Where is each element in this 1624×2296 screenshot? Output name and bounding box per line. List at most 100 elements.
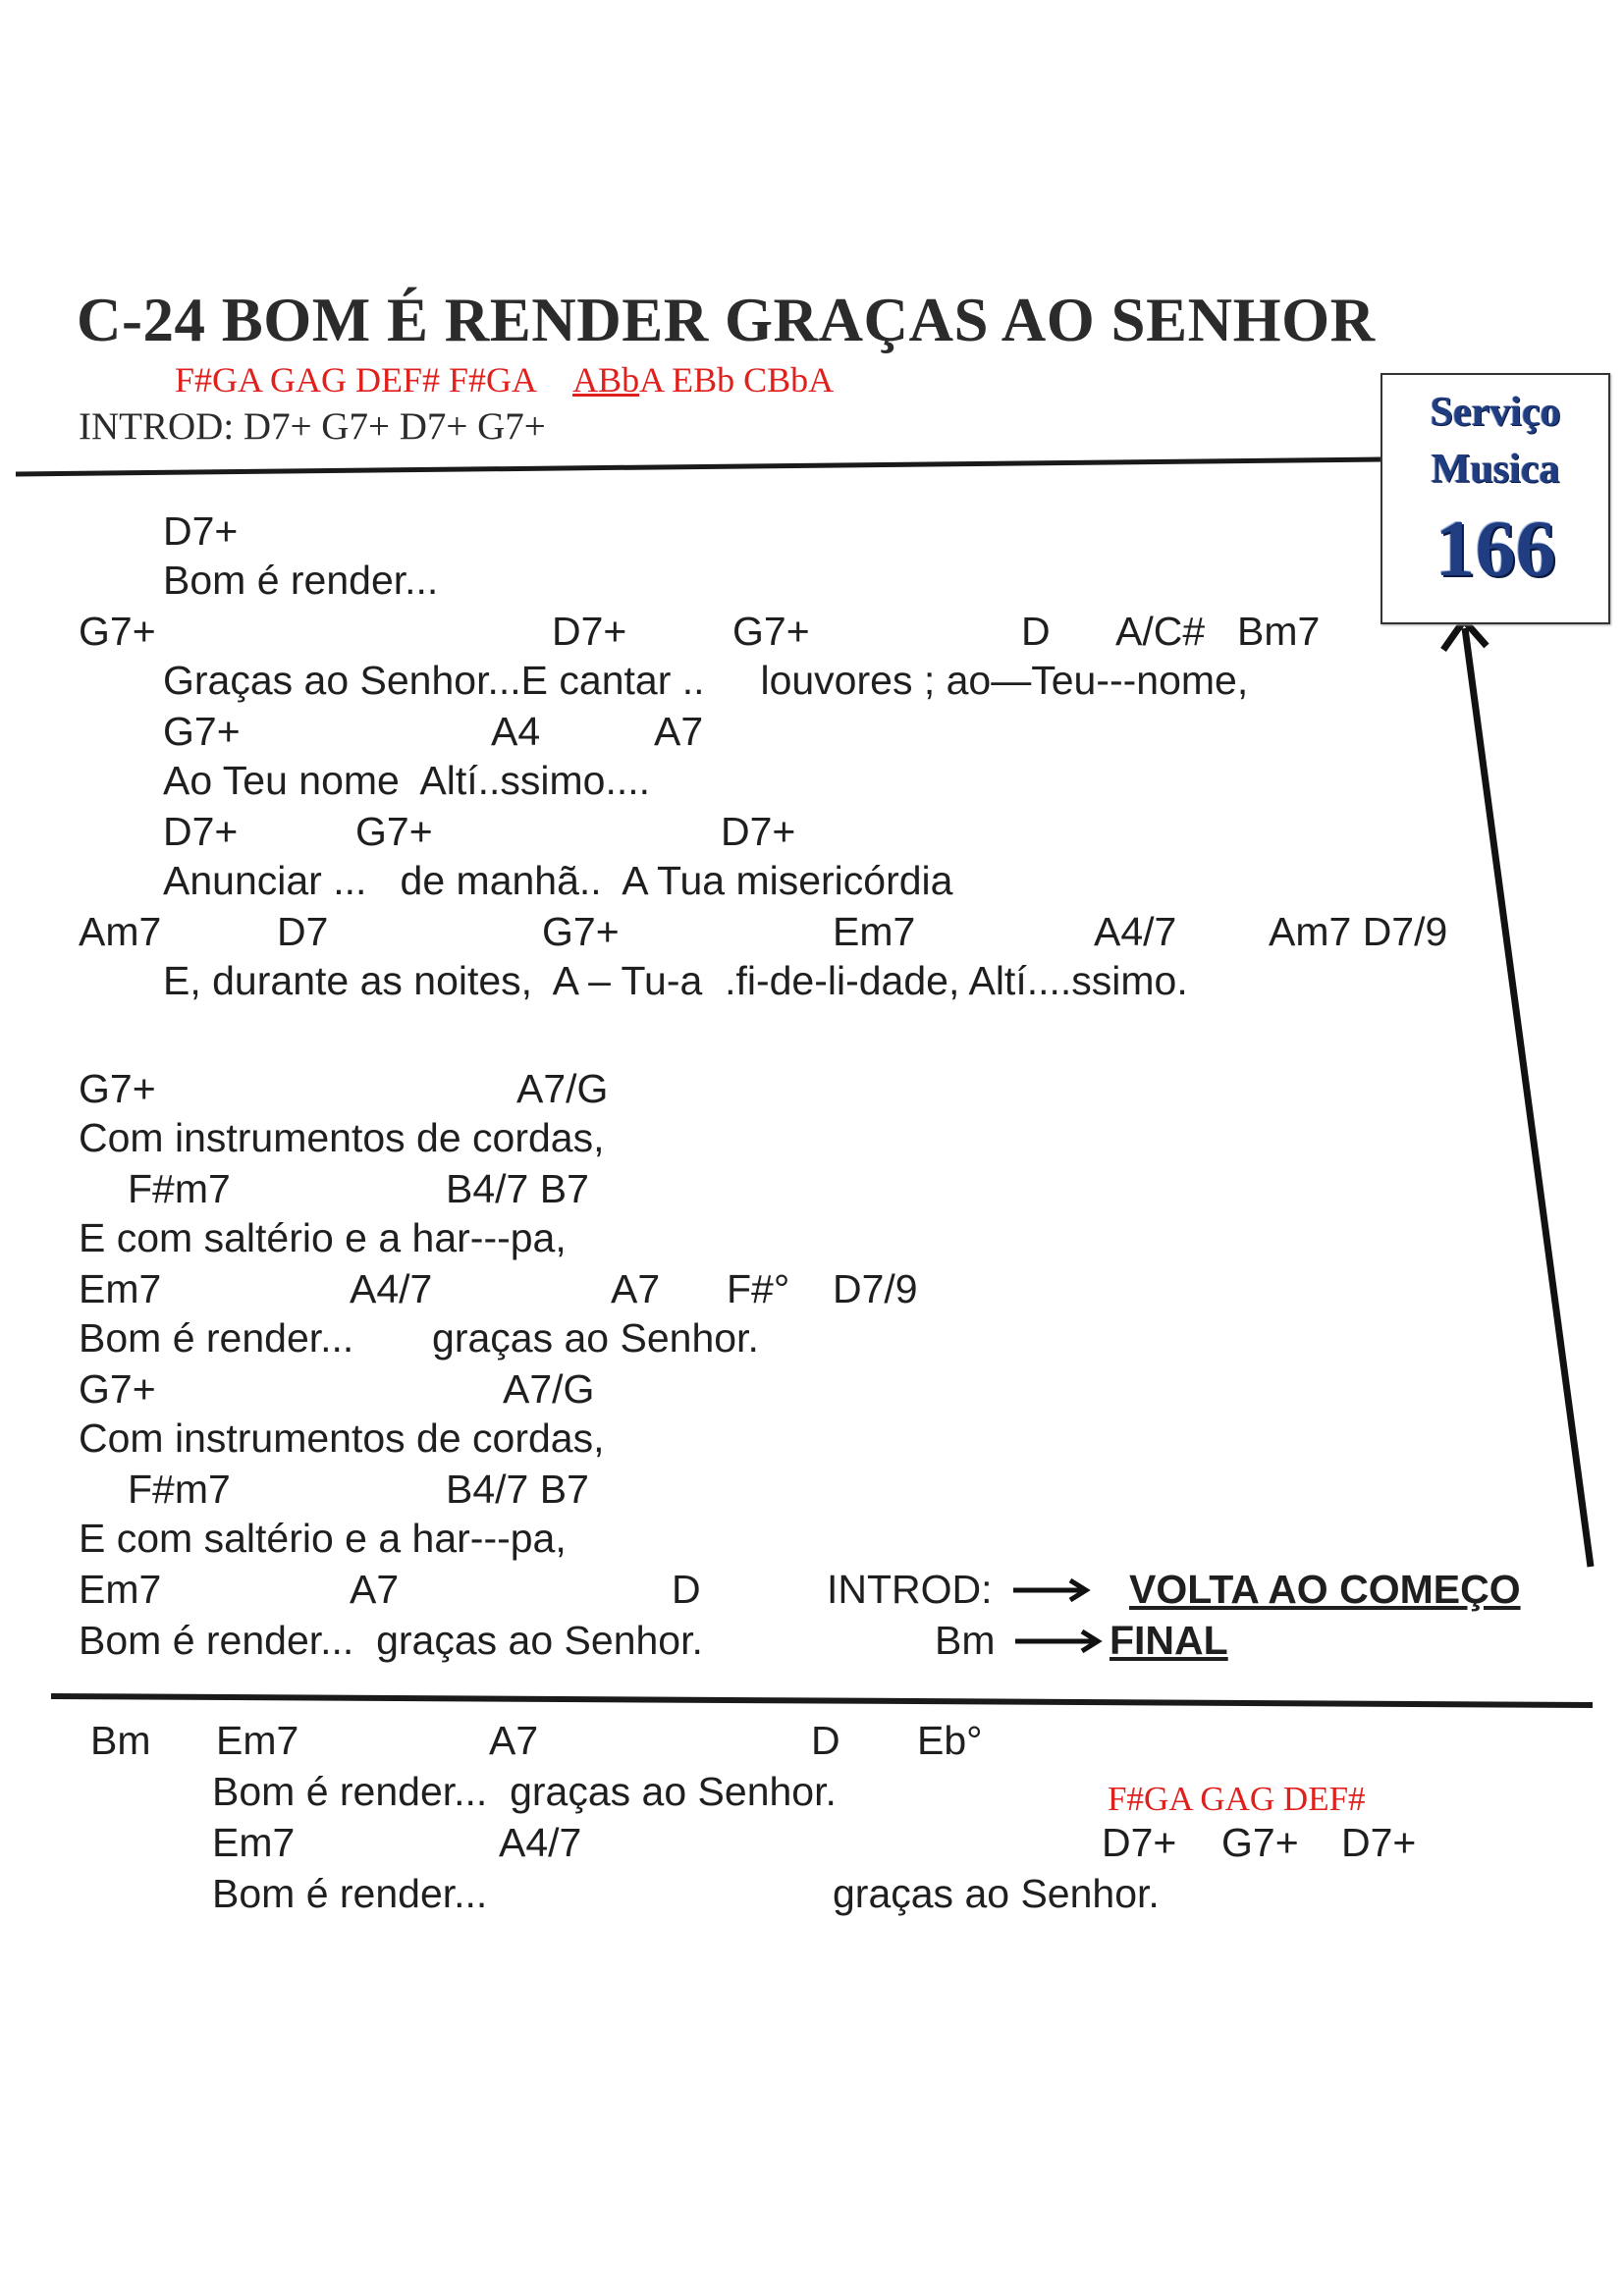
lyric-line: Com instrumentos de cordas, — [0, 1115, 605, 1254]
lyric: Bom é render... — [212, 1871, 488, 1916]
chord-line: D7+ — [0, 508, 1375, 647]
chord: G7+ — [163, 709, 241, 754]
chord: D7+ — [721, 809, 796, 854]
chord-line: D7+ G7+ D7+ — [0, 809, 1375, 1040]
chord-line: F#m7 B4/7 B7 — [0, 1166, 1375, 1351]
chord: Bm — [935, 1618, 996, 1663]
lyric: Ao Teu nome Altí..ssimo.... — [163, 758, 651, 803]
chord: B4/7 B7 — [446, 1166, 589, 1211]
chord: G7+ — [79, 1366, 156, 1412]
chord: D — [672, 1567, 701, 1612]
chord: D7+ — [163, 809, 239, 854]
lyric: Bom é render... graças ao Senhor. — [79, 1618, 703, 1663]
chord: D — [1021, 609, 1051, 654]
chord: Em7 — [833, 909, 916, 954]
chord-line: Em7 A4/7 D7+ G7+ D7+ — [0, 1820, 1571, 2143]
chord: G7+ — [1221, 1820, 1299, 1865]
badge-line1: Serviço — [1430, 390, 1561, 435]
intro-line: INTROD: D7+ G7+ D7+ G7+ — [79, 405, 546, 448]
song-title: C-24 BOM É RENDER GRAÇAS AO SENHOR — [77, 286, 1376, 354]
chord: Em7 — [216, 1718, 299, 1763]
chord: A7 — [654, 709, 704, 754]
chord-line: G7+ A7/G — [0, 1066, 1375, 1251]
chord: F#m7 — [128, 1166, 231, 1211]
lyric: Com instrumentos de cordas, — [79, 1415, 605, 1461]
intro-label: INTROD: — [827, 1567, 993, 1612]
intro-arrow-head — [1068, 1577, 1091, 1603]
chord: D7+ — [552, 609, 627, 654]
notes-underlined: ABb — [572, 360, 640, 400]
lyric-line: E com saltério e a har---pa, — [0, 1215, 567, 1354]
chord: A4/7 — [499, 1820, 582, 1865]
lyric-line: Ao Teu nome Altí..ssimo.... — [0, 758, 650, 896]
chord: G7+ — [542, 909, 620, 954]
chord-line: G7+ A7/G — [0, 1366, 1375, 1551]
notes-part1: F#GA GAG DEF# F#GA — [175, 360, 538, 400]
lyric-line: Bom é render... graças ao Senhor. — [0, 1315, 759, 1454]
chord: Am7 D7/9 — [1269, 909, 1448, 954]
chord: A7 — [489, 1718, 539, 1763]
chord: D7+ — [163, 508, 239, 554]
melody-notes-top: F#GA GAG DEF# F#GA ABbA EBb CBbA — [175, 359, 834, 400]
chord: B4/7 B7 — [446, 1467, 589, 1512]
chord: Eb° — [917, 1718, 983, 1763]
lyric: E com saltério e a har---pa, — [79, 1516, 567, 1561]
chord: G7+ — [732, 609, 810, 654]
chord: A4/7 — [1094, 909, 1177, 954]
lyric-line: E com saltério e a har---pa, — [0, 1516, 567, 1654]
chord-line: G7+ D7+ G7+ D A/C# Bm7 — [0, 609, 1375, 978]
chord: D7+ — [1102, 1820, 1177, 1865]
chord: A/C# — [1115, 609, 1206, 654]
chord: D7/9 — [833, 1266, 918, 1311]
lyric: Anunciar ... de manhã.. A Tua misericórd… — [163, 858, 953, 903]
return-arrow-line — [1461, 627, 1595, 1568]
chord-line: Em7 A7 D INTROD: VOLTA AO COMEÇO — [0, 1567, 1571, 1890]
lyric: Bom é render... graças ao Senhor. — [212, 1769, 837, 1814]
lyric-line: Graças ao Senhor...E cantar .. louvores … — [0, 658, 1248, 796]
chord: F#m7 — [128, 1467, 231, 1512]
lyric: Graças ao Senhor...E cantar .. louvores … — [163, 658, 1249, 703]
chord: Am7 — [79, 909, 162, 954]
lyric: Bom é render... — [163, 558, 439, 603]
chord-line: Em7 A4/7 A7 F#° D7/9 — [0, 1266, 1375, 1589]
chord: A4/7 — [350, 1266, 433, 1311]
chord: Em7 — [79, 1567, 162, 1612]
lyric-line: Com instrumentos de cordas, — [0, 1415, 605, 1554]
top-divider — [15, 456, 1381, 477]
badge-line2: Musica — [1431, 447, 1560, 492]
chord: F#° — [727, 1266, 790, 1311]
lyric-line: Bom é render... graças ao Senhor. Bm FIN… — [0, 1618, 1571, 1848]
chord: D7+ — [1341, 1820, 1417, 1865]
lyric-line: Anunciar ... de manhã.. A Tua misericórd… — [0, 858, 952, 996]
chord: Bm — [90, 1718, 151, 1763]
lyric-line: Bom é render... — [0, 558, 438, 696]
final-arrow-head — [1080, 1629, 1103, 1654]
volta-ao-comeco-label: VOLTA AO COMEÇO — [1129, 1567, 1521, 1612]
chord: D7 — [277, 909, 329, 954]
chord: G7+ — [355, 809, 433, 854]
chord-line: Am7 D7 G7+ Em7 A4/7 Am7 D7/9 — [0, 909, 1571, 1278]
chord-line: F#m7 B4/7 B7 — [0, 1467, 1375, 1651]
chord-line: G7+ A4 A7 — [0, 709, 1375, 939]
melody-notes-bottom: F#GA GAG DEF# — [1108, 1780, 1366, 1818]
lyric: graças ao Senhor. — [833, 1871, 1160, 1916]
notes-part2: A EBb CBbA — [639, 360, 835, 400]
chord: G7+ — [79, 609, 156, 654]
chord-line: Bm Em7 A7 D Eb° — [0, 1718, 1375, 2041]
chord: G7+ — [79, 1066, 156, 1111]
servico-musica-badge: Serviço Musica 166 — [1380, 373, 1610, 624]
chord: A7/G — [503, 1366, 595, 1412]
chord: Em7 — [212, 1820, 296, 1865]
final-label: FINAL — [1110, 1618, 1228, 1663]
bottom-divider — [50, 1693, 1594, 1708]
lyric-line: E, durante as noites, A – Tu-a .fi-de-li… — [0, 958, 1188, 1096]
badge-number: 166 — [1435, 504, 1556, 593]
chord: Em7 — [79, 1266, 162, 1311]
chord: D — [811, 1718, 840, 1763]
lyric: E, durante as noites, A – Tu-a .fi-de-li… — [163, 958, 1188, 1003]
lyric-line: Bom é render... graças ao Senhor. — [0, 1769, 837, 1907]
lyric-line: Bom é render... graças ao Senhor. — [0, 1871, 1571, 2056]
chord: Bm7 — [1237, 609, 1321, 654]
